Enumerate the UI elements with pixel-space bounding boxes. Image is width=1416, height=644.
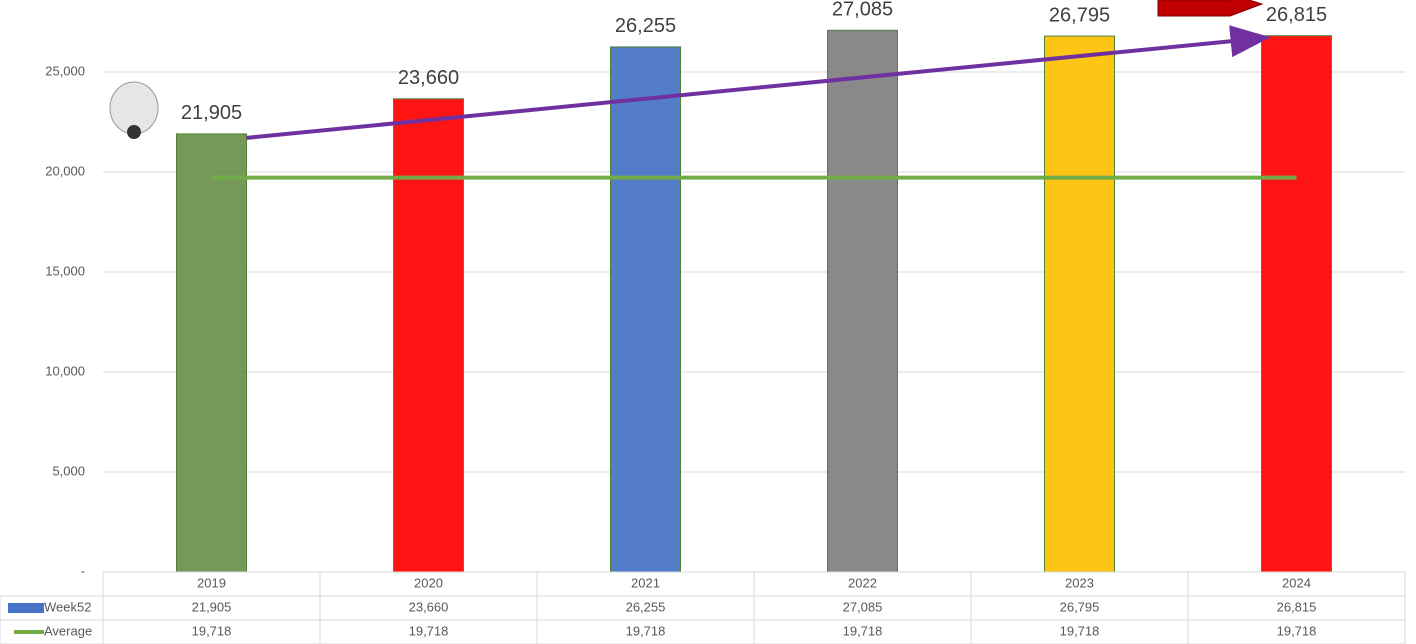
data-label: 26,255 — [615, 15, 676, 37]
data-label: 26,815 — [1266, 4, 1327, 26]
table-value: 27,085 — [843, 599, 883, 614]
y-tick-label: 20,000 — [45, 163, 85, 178]
bar — [394, 99, 464, 572]
table-value: 19,718 — [626, 623, 666, 638]
data-label: 26,795 — [1049, 4, 1110, 26]
x-tick-label: 2020 — [414, 575, 443, 590]
table-value: 23,660 — [409, 599, 449, 614]
bar — [611, 47, 681, 572]
legend-label: Average — [44, 623, 92, 638]
x-tick-label: 2023 — [1065, 575, 1094, 590]
chart: - 5,000 10,000 15,000 20,000 25,000 21,905 23,6… — [0, 0, 1416, 644]
data-label: 21,905 — [181, 102, 242, 124]
table-value: 19,718 — [1277, 623, 1317, 638]
table-value: 19,718 — [192, 623, 232, 638]
bar — [828, 30, 898, 572]
y-tick-label: - — [81, 563, 85, 578]
logo-icon — [110, 82, 158, 139]
bar — [1045, 36, 1115, 572]
y-tick-label: 15,000 — [45, 263, 85, 278]
x-tick-label: 2021 — [631, 575, 660, 590]
table-value: 21,905 — [192, 599, 232, 614]
table-value: 19,718 — [409, 623, 449, 638]
bar — [177, 134, 247, 572]
y-tick-label: 25,000 — [45, 63, 85, 78]
x-tick-label: 2024 — [1282, 575, 1311, 590]
data-label: 27,085 — [832, 0, 893, 21]
legend-label: Week52 — [44, 599, 91, 614]
table-value: 26,815 — [1277, 599, 1317, 614]
data-label: 23,660 — [398, 67, 459, 89]
table-value: 26,255 — [626, 599, 666, 614]
highlight-arrow — [1158, 0, 1262, 16]
y-tick-label: 5,000 — [52, 463, 85, 478]
y-tick-label: 10,000 — [45, 363, 85, 378]
table-value: 19,718 — [1060, 623, 1100, 638]
bar — [1262, 36, 1332, 572]
table-value: 19,718 — [843, 623, 883, 638]
table-value: 26,795 — [1060, 599, 1100, 614]
legend-key — [8, 603, 44, 613]
x-tick-label: 2019 — [197, 575, 226, 590]
x-tick-label: 2022 — [848, 575, 877, 590]
